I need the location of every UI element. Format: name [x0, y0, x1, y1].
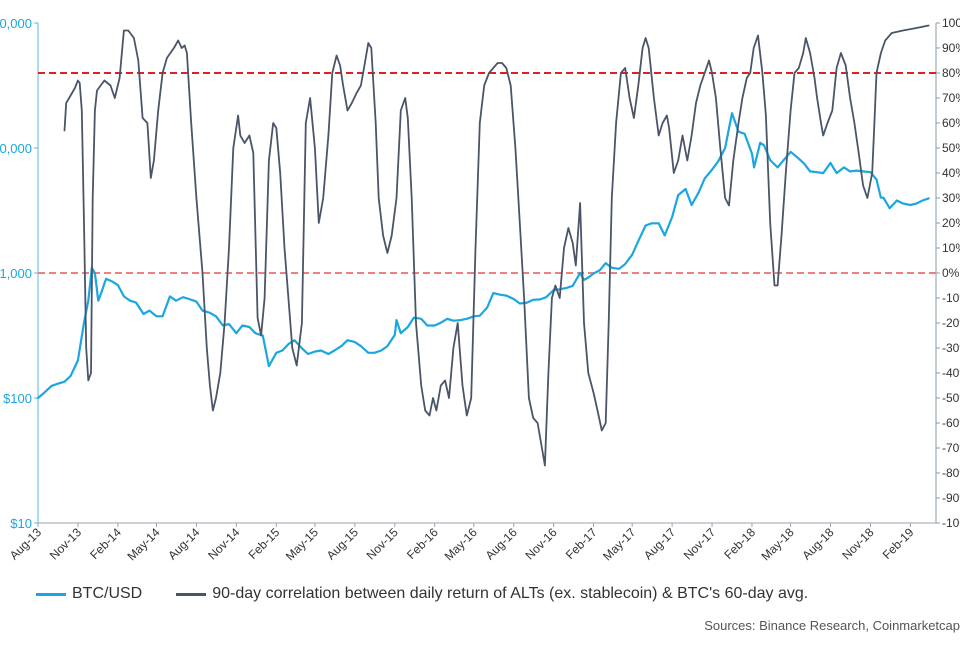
left-axis-tick-label: $10,000	[0, 141, 32, 156]
series-group	[36, 24, 930, 467]
x-axis-tick-label: Nov-14	[205, 525, 242, 562]
right-axis-tick-label: -50%	[942, 391, 960, 405]
x-axis-tick-label: Aug-16	[483, 525, 520, 562]
right-axis-tick-label: 60%	[942, 116, 960, 130]
legend-item-correlation: 90-day correlation between daily return …	[176, 585, 808, 603]
series-line-btc-usd	[36, 112, 930, 400]
x-axis-tick-label: Feb-15	[246, 525, 283, 562]
x-axis-tick-label: Nov-17	[681, 525, 718, 562]
right-axis-tick-label: -80%	[942, 466, 960, 480]
legend-swatch-correlation	[176, 592, 207, 596]
right-axis-tick-label: -40%	[942, 366, 960, 380]
x-axis-tick-label: Aug-14	[165, 525, 202, 562]
x-axis-tick-label: May-14	[124, 525, 162, 563]
legend: BTC/USD 90-day correlation between daily…	[36, 585, 842, 603]
left-axis-tick-label: $100	[3, 391, 32, 406]
right-axis-tick-label: -10%	[942, 291, 960, 305]
x-axis-tick-label: May-15	[283, 525, 321, 563]
left-axis-tick-label: $1,000	[0, 266, 32, 281]
x-axis-tick-label: Aug-17	[641, 525, 678, 562]
x-axis-tick-label: Feb-19	[880, 525, 917, 562]
right-axis-tick-label: -100%	[942, 516, 960, 530]
right-axis-tick-label: 20%	[942, 216, 960, 230]
legend-label-correlation: 90-day correlation between daily return …	[212, 585, 809, 602]
series-line-correlation	[63, 24, 930, 467]
x-axis-tick-label: Aug-18	[799, 525, 836, 562]
x-axis-tick-label: Feb-18	[721, 525, 758, 562]
right-axis-tick-label: 50%	[942, 141, 960, 155]
right-axis-tick-label: 30%	[942, 191, 960, 205]
right-axis-tick-label: -90%	[942, 491, 960, 505]
x-axis-tick-label: Nov-18	[839, 525, 876, 562]
left-axis-tick-label: $100,000	[0, 16, 32, 31]
legend-swatch-btc	[36, 592, 66, 596]
x-axis-tick-label: Nov-15	[364, 525, 401, 562]
right-axis-tick-label: -30%	[942, 341, 960, 355]
x-axis-tick-label: Feb-17	[563, 525, 600, 562]
right-axis-tick-label: 80%	[942, 66, 960, 80]
x-axis-tick-label: Aug-15	[324, 525, 361, 562]
left-axis-tick-label: $10	[10, 516, 32, 531]
right-axis-tick-label: 0%	[942, 266, 960, 280]
x-axis-tick-label: Feb-16	[404, 525, 441, 562]
legend-item-btc: BTC/USD	[36, 585, 142, 603]
x-axis-tick-label: May-17	[600, 525, 638, 563]
x-axis-tick-label: May-18	[759, 525, 797, 563]
right-axis-tick-label: 90%	[942, 41, 960, 55]
right-axis-tick-label: -20%	[942, 316, 960, 330]
x-axis-tick-label: Nov-16	[522, 525, 559, 562]
right-axis-tick-label: -70%	[942, 441, 960, 455]
x-axis-tick-label: May-16	[442, 525, 480, 563]
right-axis-tick-label: -60%	[942, 416, 960, 430]
x-axis-tick-label: Nov-13	[47, 525, 84, 562]
right-axis-tick-label: 10%	[942, 241, 960, 255]
right-axis-tick-label: 100%	[942, 16, 960, 30]
right-axis-tick-label: 70%	[942, 91, 960, 105]
source-note: Sources: Binance Research, Coinmarketcap	[704, 618, 960, 633]
right-axis-tick-label: 40%	[942, 166, 960, 180]
legend-label-btc: BTC/USD	[72, 585, 143, 602]
x-axis-tick-label: Feb-14	[87, 525, 124, 562]
